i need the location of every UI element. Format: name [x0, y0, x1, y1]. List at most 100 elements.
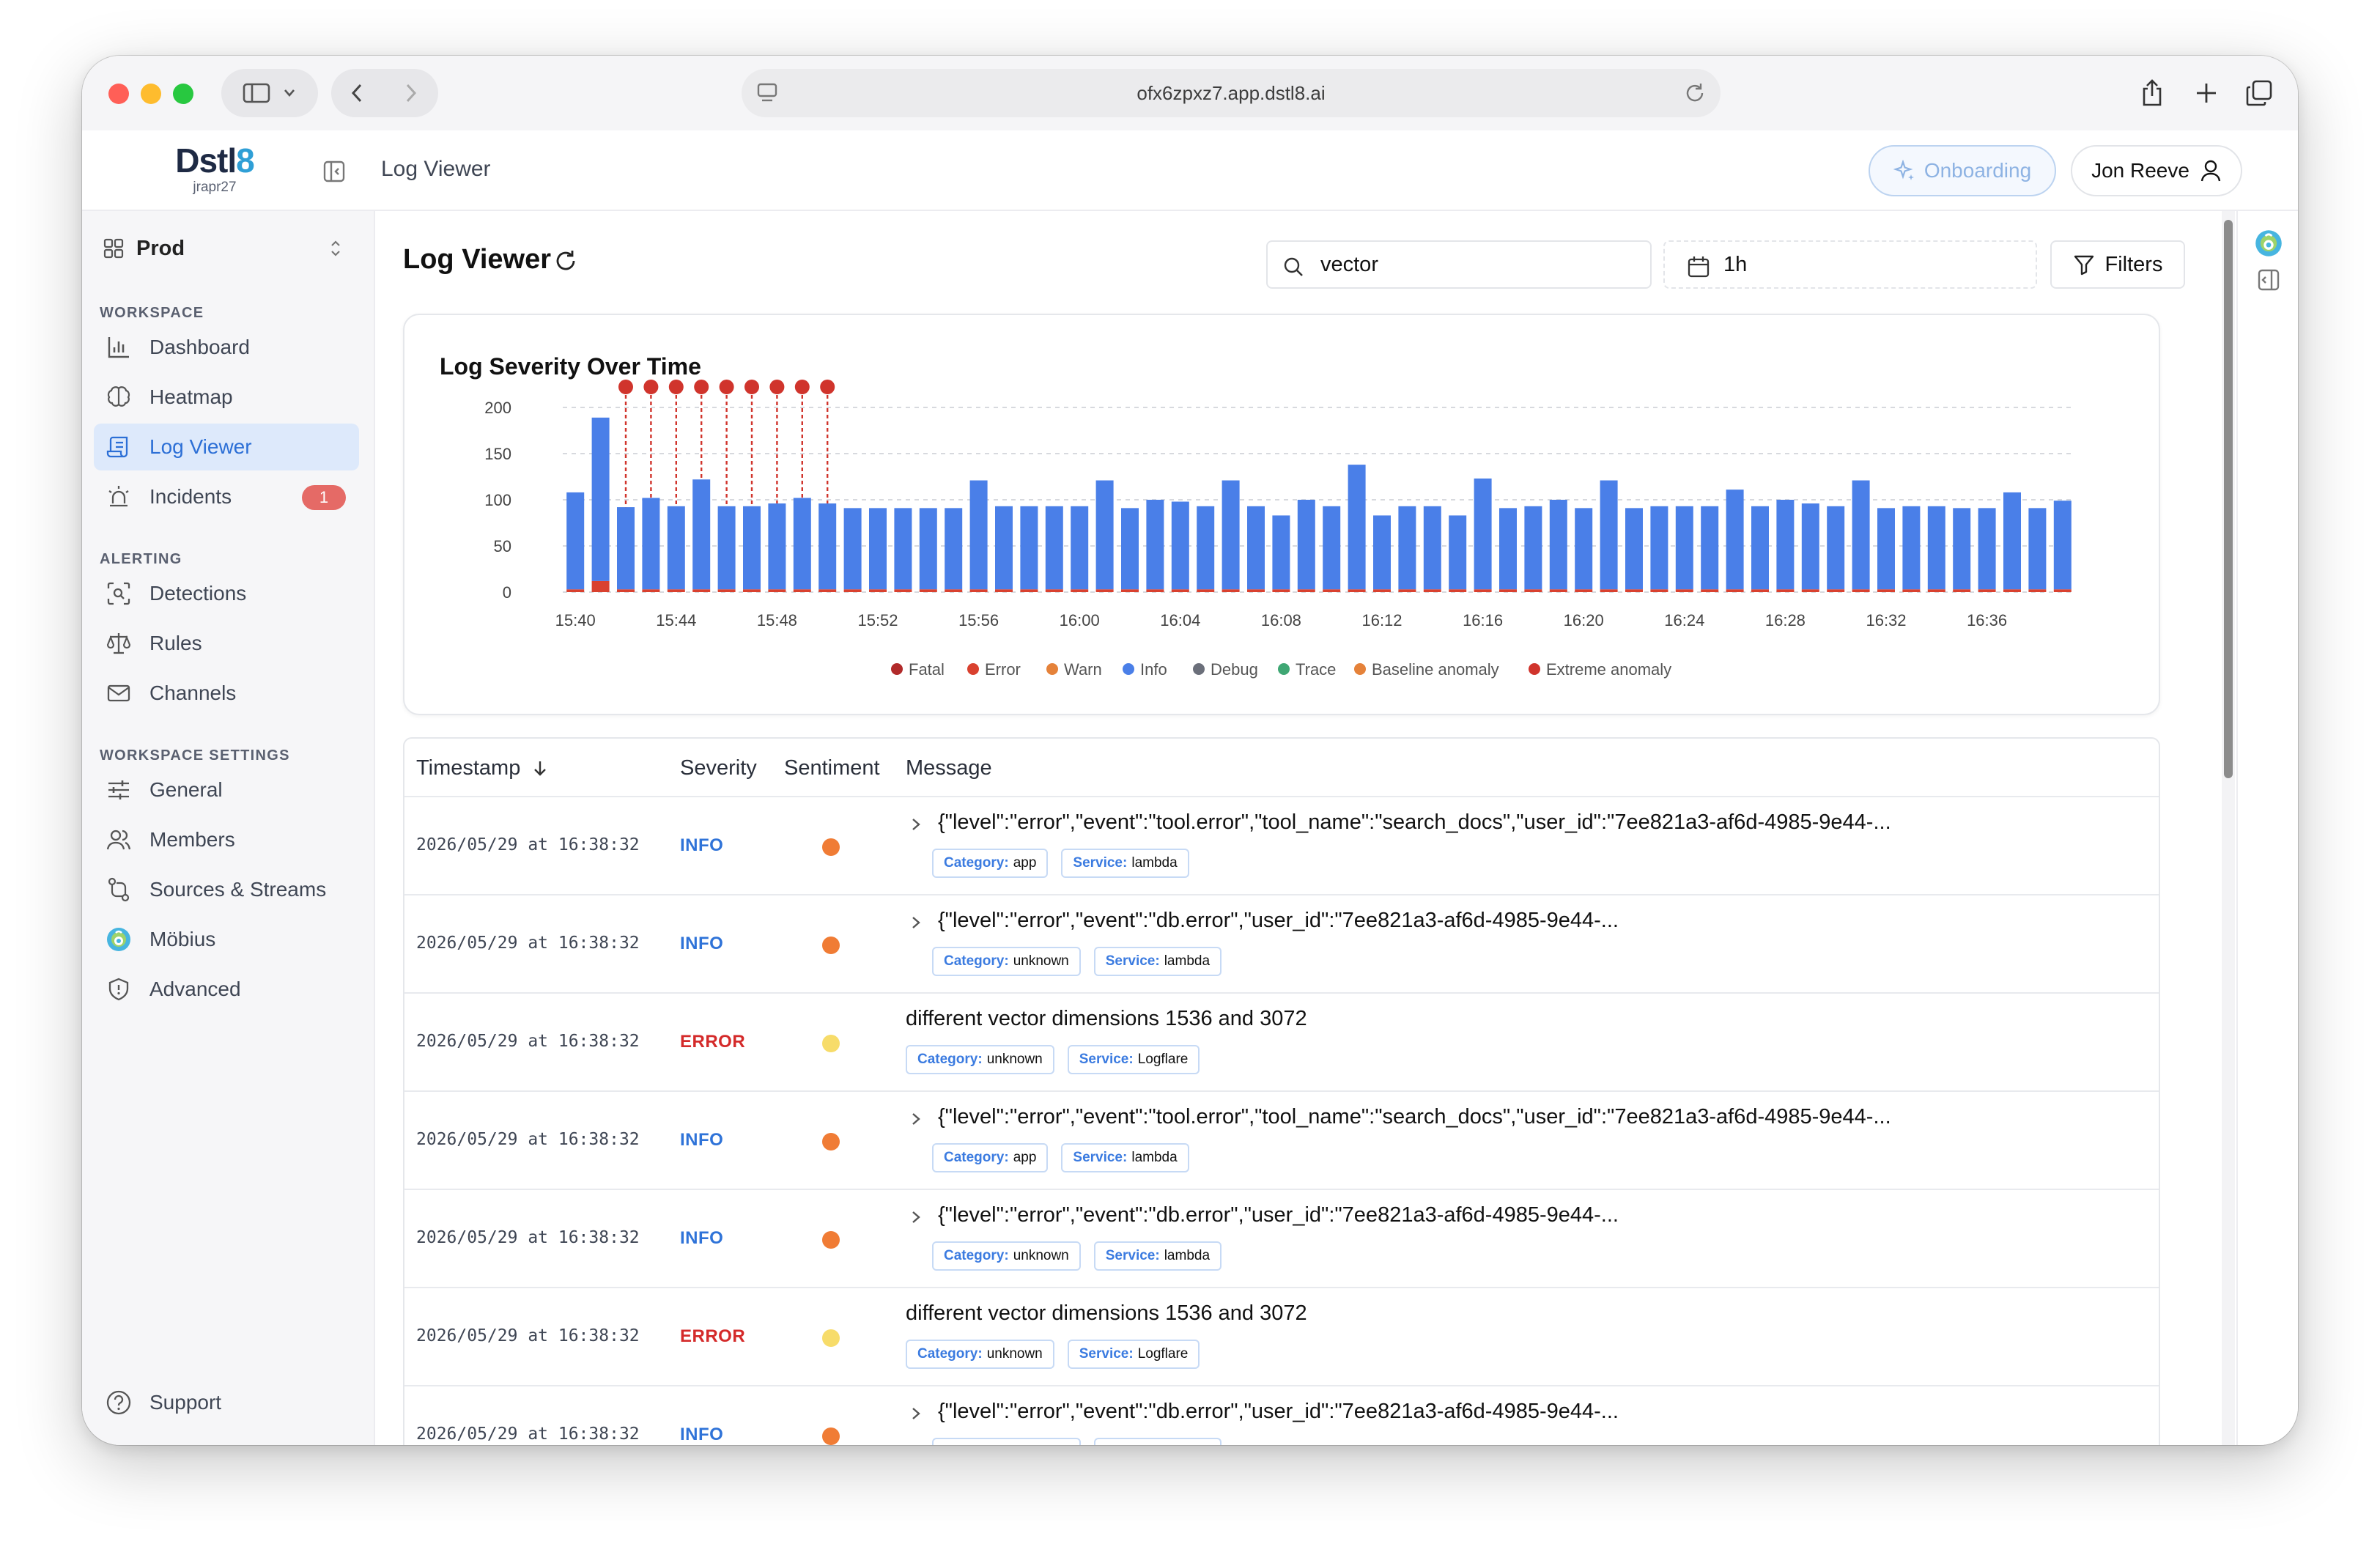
category-tag[interactable]: Category:unknown: [932, 1241, 1081, 1271]
shield-icon: [108, 978, 129, 1001]
sidebar-item-incidents[interactable]: Incidents 1: [94, 473, 359, 520]
sidebar-item-advanced[interactable]: Advanced: [94, 966, 359, 1013]
col-timestamp[interactable]: Timestamp: [416, 756, 550, 780]
minimize-window-button[interactable]: [141, 84, 161, 104]
sidebar-item-sources-streams[interactable]: Sources & Streams: [94, 866, 359, 913]
legend-item: Extreme anomaly: [1546, 660, 1671, 679]
back-icon[interactable]: [351, 84, 362, 103]
bar-info: [743, 506, 761, 590]
mobius-icon: [107, 928, 130, 951]
sidebar-item-detections[interactable]: Detections: [94, 570, 359, 617]
sidebar-item-channels[interactable]: Channels: [94, 670, 359, 717]
bar-error: [1071, 589, 1089, 592]
time-range-picker[interactable]: 1h: [1663, 240, 2037, 289]
user-menu-button[interactable]: Jon Reeve: [2071, 145, 2242, 196]
legend-swatch: [1529, 663, 1540, 675]
sidebar-item-dashboard[interactable]: Dashboard: [94, 324, 359, 371]
reload-icon[interactable]: [1682, 81, 1707, 106]
filters-button[interactable]: Filters: [2050, 240, 2185, 289]
tab-overview-button[interactable]: [2241, 75, 2277, 111]
sidebar-item-log-viewer[interactable]: Log Viewer: [94, 424, 359, 470]
sentiment-indicator: [822, 1329, 840, 1347]
section-label-workspace-settings: WORKSPACE SETTINGS: [100, 747, 290, 764]
category-tag-label: Category:: [944, 953, 1009, 969]
service-tag[interactable]: Service:lambda: [1093, 1241, 1222, 1271]
category-tag[interactable]: Category: app: [932, 849, 1049, 878]
table-row[interactable]: 2026/05/29 at 16:38:32 INFO {"level":"erro…: [404, 1092, 2159, 1190]
chevron-right-icon[interactable]: [909, 1406, 923, 1422]
search-input[interactable]: vector: [1266, 240, 1652, 289]
service-tag-label: Service:: [1073, 1150, 1128, 1165]
row-tags: Category: app Service: lambda: [932, 1143, 1189, 1172]
service-tag[interactable]: Service:lambda: [1061, 849, 1189, 878]
zoom-window-button[interactable]: [173, 84, 193, 104]
table-row[interactable]: 2026/05/29 at 16:38:32 ERROR different vec…: [404, 994, 2159, 1092]
table-row[interactable]: 2026/05/29 at 16:38:32 INFO {"level":"erro…: [404, 895, 2159, 994]
support-link[interactable]: Support: [94, 1379, 359, 1426]
bar-info: [1776, 500, 1795, 590]
users-icon: [106, 830, 131, 850]
category-tag[interactable]: Category: app: [932, 1143, 1049, 1172]
collapse-sidebar-icon[interactable]: [322, 160, 346, 183]
bar-error: [1474, 589, 1492, 592]
bar-info: [995, 506, 1013, 590]
col-sentiment[interactable]: Sentiment: [784, 756, 880, 780]
sidebar: Prod WORKSPACE Dashboard Heatmap Log Vie…: [82, 211, 375, 1445]
table-row[interactable]: 2026/05/29 at 16:38:32 ERROR different vec…: [404, 1288, 2159, 1386]
sidebar-item-rules[interactable]: Rules: [94, 620, 359, 667]
table-row[interactable]: 2026/05/29 at 16:38:32 INFO {"level":"erro…: [404, 1386, 2159, 1445]
col-severity[interactable]: Severity: [680, 756, 757, 780]
bar-error: [1776, 589, 1795, 592]
bar-info: [667, 506, 685, 590]
url-text: ofx6zpxz7.app.dstl8.ai: [1137, 81, 1326, 104]
new-tab-button[interactable]: [2188, 75, 2225, 111]
bar-error: [768, 589, 786, 592]
refresh-icon[interactable]: [552, 248, 579, 274]
category-tag[interactable]: Category:unknown: [906, 1340, 1054, 1369]
bar-info: [1247, 506, 1265, 590]
sidebar-item-members[interactable]: Members: [94, 816, 359, 863]
sidebar-item-mobius[interactable]: Möbius: [94, 916, 359, 963]
close-window-button[interactable]: [108, 84, 129, 104]
service-tag[interactable]: Service:lambda: [1061, 1143, 1189, 1172]
category-tag[interactable]: Category:unknown: [906, 1045, 1054, 1074]
bar-info: [617, 507, 635, 590]
logo[interactable]: Dstl8 jrapr27: [160, 141, 270, 195]
mobius-assistant-icon[interactable]: [2254, 229, 2283, 258]
chevron-right-icon[interactable]: [909, 1209, 923, 1225]
table-row[interactable]: 2026/05/29 at 16:38:32 INFO {"level":"erro…: [404, 797, 2159, 895]
share-button[interactable]: [2134, 75, 2170, 111]
legend-swatch: [1278, 663, 1290, 675]
page-settings-icon[interactable]: [756, 81, 778, 105]
y-tick-label: 50: [494, 537, 511, 555]
scrollbar-thumb[interactable]: [2224, 220, 2233, 778]
bar-info: [1751, 506, 1769, 590]
sidebar-item-general[interactable]: General: [94, 767, 359, 813]
table-row[interactable]: 2026/05/29 at 16:38:32 INFO {"level":"erro…: [404, 1190, 2159, 1288]
environment-selector[interactable]: Prod: [103, 230, 352, 267]
bar-error: [1549, 589, 1567, 592]
expand-panel-icon[interactable]: [2257, 268, 2280, 292]
sidebar-toggle-button[interactable]: [221, 69, 318, 117]
category-tag[interactable]: Category:unknown: [932, 947, 1081, 976]
x-tick-label: 16:24: [1664, 611, 1704, 629]
category-tag[interactable]: Category:unknown: [932, 1438, 1081, 1445]
forward-icon[interactable]: [406, 84, 417, 103]
browser-toolbar: ofx6zpxz7.app.dstl8.ai: [82, 56, 2298, 130]
bar-chart-icon: [108, 337, 129, 358]
onboarding-button[interactable]: Onboarding: [1869, 145, 2056, 196]
chevron-right-icon[interactable]: [909, 1111, 923, 1127]
service-tag[interactable]: Service:lambda: [1093, 1438, 1222, 1445]
sidebar-item-heatmap[interactable]: Heatmap: [94, 374, 359, 421]
service-tag-label: Service:: [1105, 1248, 1160, 1263]
service-tag[interactable]: Service: Logflare: [1067, 1045, 1200, 1074]
chevron-right-icon[interactable]: [909, 915, 923, 931]
service-tag[interactable]: Service:lambda: [1093, 947, 1222, 976]
row-tags: Category:unknown Service:lambda: [932, 947, 1222, 976]
x-tick-label: 16:28: [1765, 611, 1806, 629]
severity-chart: 0 50 100 150 200 15:40 15:44 15:48 15:52 15:56 16:…: [484, 380, 2075, 679]
service-tag[interactable]: Service: Logflare: [1067, 1340, 1200, 1369]
chevron-right-icon[interactable]: [909, 816, 923, 832]
bar-error: [894, 589, 912, 592]
address-bar[interactable]: ofx6zpxz7.app.dstl8.ai: [742, 69, 1721, 117]
